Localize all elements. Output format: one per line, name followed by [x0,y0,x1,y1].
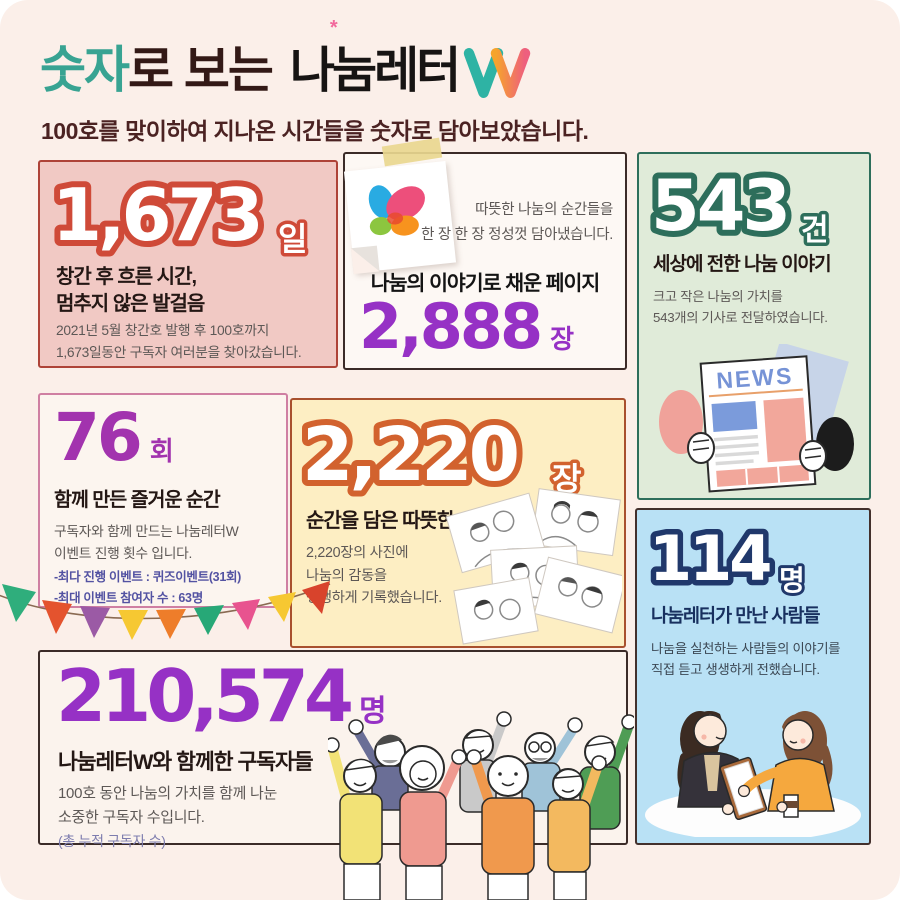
card-photos: 2,220 장 순간을 담은 따뜻한 시선 2,220장의 사진에 나눔의 감동… [290,398,626,648]
pages-intro: 따뜻한 나눔의 순간들을 한 장 한 장 정성껏 담아냈습니다. [421,202,613,243]
events-number: 76 [54,399,143,476]
petal-logo-icon [368,185,425,236]
pages-title: 나눔의 이야기로 채운 페이지 [370,272,600,295]
card-articles: 543 건 세상에 전한 나눔 이야기 크고 작은 나눔의 가치를 543개의 … [637,152,871,500]
subscribers-note: (총 누적 구독자 수) [58,833,166,849]
logo-sticker [343,160,457,275]
subscribers-body: 100호 동안 나눔의 가치를 함께 나눈 소중한 구독자 수입니다. [58,785,277,826]
bunting-garland-icon [0,581,331,640]
subscribers-number-row: 210,574 명 [56,660,387,732]
nanum-letter-logo: * 나눔레터 [289,17,532,102]
interview-illustration [645,710,861,837]
pages-number-row: 2,888 장 [359,296,574,358]
articles-number: 543 [651,165,788,247]
crowd-person-yellow [328,737,383,900]
days-number: 1,673 [52,173,260,257]
page-subtitle: 100호를 맞이하여 지나온 시간들을 숫자로 담아보았습니다. [41,118,589,144]
page-title: 숫자 로 보는 * 나눔레터 [40,17,532,102]
crowd-person-amber [547,755,607,900]
people-number: 114 [649,522,770,595]
articles-title: 세상에 전한 나눔 이야기 [653,254,832,275]
pages-unit: 장 [550,324,575,354]
photos-number-graphic: 2,220 장 [300,408,585,502]
interviewer-figure [677,710,768,821]
photos-number: 2,220 [302,412,517,498]
subscribers-unit: 명 [358,695,387,728]
articles-body: 크고 작은 나눔의 가치를 543개의 기사로 전달하였습니다. [653,289,828,325]
card-pages: 따뜻한 나눔의 순간들을 한 장 한 장 정성껏 담아냈습니다. 나눔의 이야기… [343,137,627,370]
title-rest: 로 보는 [128,42,274,98]
subscribers-title: 나눔레터W와 함께한 구독자들 [58,750,314,774]
interviewee-figure [737,711,835,818]
people-title: 나눔레터가 만난 사람들 [651,605,820,626]
logo-w-icon [464,48,531,98]
polaroid-photos-illustration [445,488,622,645]
events-unit: 회 [149,436,174,466]
people-body: 나눔을 실천하는 사람들의 이야기를 직접 듣고 생생하게 전했습니다. [651,641,841,677]
subscribers-number: 210,574 [56,654,354,738]
photos-title: 순간을 담은 따뜻한 시선 [306,510,495,532]
card-events: 76 회 함께 만든 즐거운 순간 구독자와 함께 만드는 나눔레터W 이벤트 … [38,393,288,608]
events-body: 구독자와 함께 만드는 나눔레터W 이벤트 진행 횟수 입니다. [54,524,239,561]
logo-text: 나눔레터 [289,44,461,98]
articles-number-graphic: 543 건 [649,162,832,250]
crowd-person-blue-glasses [521,717,583,812]
days-unit: 일 [278,220,307,258]
days-title: 창간 후 흐른 시간, 멈추지 않은 발걸음 [56,266,205,315]
days-body: 2021년 5월 창간호 발행 후 100호까지 1,673일동안 구독자 여러… [56,323,302,360]
photos-body: 2,220장의 사진에 나눔의 감동을 생생하게 기록했습니다. [306,545,442,607]
card-days: 1,673 일 창간 후 흐른 시간, 멈추지 않은 발걸음 2021년 5월 … [38,160,338,368]
events-notes: -최다 진행 이벤트 : 퀴즈이벤트(31회) -최대 이벤트 참여자 수 : … [54,570,242,605]
crowd-person-orange [466,749,535,900]
events-title: 함께 만든 즐거운 순간 [54,489,221,511]
days-number-graphic: 1,673 일 [50,170,311,262]
crowd-person-salmon [399,745,467,900]
title-accent: 숫자 [40,42,130,98]
news-label: NEWS [715,362,794,393]
people-number-graphic: 114 명 [647,520,808,600]
events-number-row: 76 회 [54,405,174,471]
pages-number: 2,888 [359,290,543,363]
card-people: 114 명 나눔레터가 만난 사람들 나눔을 실천하는 사람들의 이야기를 직접… [635,508,871,845]
newspaper-illustration: NEWS [659,344,854,493]
articles-unit: 건 [801,213,829,248]
logo-star-icon: * [329,17,338,39]
people-unit: 명 [779,564,805,597]
cheering-crowd-illustration [328,711,634,900]
